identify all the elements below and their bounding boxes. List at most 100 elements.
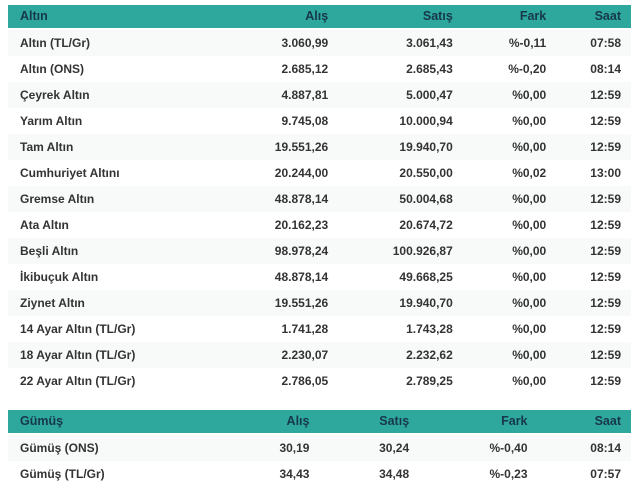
silver-price-table: Gümüş Alış Satış Fark Saat Gümüş (ONS) 30…: [8, 410, 631, 487]
saat-value-cell: 12:59: [590, 218, 621, 232]
instrument-name-cell: Ata Altın: [20, 218, 69, 232]
price-row: Ziynet Altın 19.551,26 19.940,70 %0,00 12:59: [8, 290, 631, 316]
price-row: Yarım Altın 9.745,08 10.000,94 %0,00 12:59: [8, 108, 631, 134]
saat-value-cell: 13:00: [590, 166, 621, 180]
satis-value-cell: 100.926,87: [392, 244, 453, 258]
saat-value-cell: 12:59: [590, 322, 621, 336]
price-row: Gremse Altın 48.878,14 50.004,68 %0,00 12:59: [8, 186, 631, 212]
saat-value-cell: 12:59: [590, 192, 621, 206]
saat-value-cell: 12:59: [590, 244, 621, 258]
column-header-alis: Alış: [194, 410, 320, 435]
saat-value-cell: 12:59: [590, 348, 621, 362]
fark-value-cell: %0,00: [512, 140, 547, 154]
gold-table-body: Altın (TL/Gr) 3.060,99 3.061,43 %-0,11 07:58…: [8, 29, 631, 394]
fark-value-cell: %0,00: [512, 296, 547, 310]
instrument-name-cell: Gümüş (ONS): [20, 441, 99, 455]
fark-value-cell: %0,00: [512, 270, 547, 284]
gold-price-table: Altın Alış Satış Fark Saat Altın (TL/Gr)…: [8, 5, 631, 394]
satis-value-cell: 2.232,62: [406, 348, 453, 362]
instrument-name-cell: Tam Altın: [20, 140, 74, 154]
fark-value-cell: %0,00: [512, 192, 547, 206]
alis-value-cell: 48.878,14: [274, 192, 329, 206]
fark-value-cell: %-0,40: [489, 441, 528, 455]
column-header-fark: Fark: [462, 5, 557, 30]
price-row: Beşli Altın 98.978,24 100.926,87 %0,00 12:59: [8, 238, 631, 264]
satis-value-cell: 49.668,25: [399, 270, 453, 284]
price-row: Altın (TL/Gr) 3.060,99 3.061,43 %-0,11 07:58: [8, 29, 631, 56]
saat-value-cell: 08:14: [590, 62, 621, 76]
instrument-name-cell: Cumhuriyet Altını: [20, 166, 120, 180]
instrument-name-cell: Ziynet Altın: [20, 296, 85, 310]
price-row: Gümüş (TL/Gr) 34,43 34,48 %-0,23 07:57: [8, 461, 631, 487]
alis-value-cell: 2.786,05: [281, 374, 329, 388]
column-header-altin: Altın: [8, 5, 258, 30]
satis-value-cell: 2.789,25: [406, 374, 453, 388]
column-header-saat: Saat: [556, 5, 631, 30]
price-row: Ata Altın 20.162,23 20.674,72 %0,00 12:59: [8, 212, 631, 238]
price-row: Altın (ONS) 2.685,12 2.685,43 %-0,20 08:14: [8, 56, 631, 82]
column-header-alis: Alış: [257, 5, 339, 30]
fark-value-cell: %0,00: [512, 348, 547, 362]
saat-value-cell: 12:59: [590, 270, 621, 284]
silver-table-header-row: Gümüş Alış Satış Fark Saat: [8, 410, 631, 435]
alis-value-cell: 98.978,24: [274, 244, 329, 258]
instrument-name-cell: Yarım Altın: [20, 114, 83, 128]
saat-value-cell: 12:59: [590, 374, 621, 388]
saat-value-cell: 12:59: [590, 140, 621, 154]
alis-value-cell: 48.878,14: [274, 270, 329, 284]
saat-value-cell: 07:57: [590, 467, 621, 481]
instrument-name-cell: Altın (TL/Gr): [20, 36, 90, 50]
satis-value-cell: 30,24: [379, 441, 410, 455]
satis-value-cell: 34,48: [379, 467, 410, 481]
price-row: Gümüş (ONS) 30,19 30,24 %-0,40 08:14: [8, 434, 631, 461]
saat-value-cell: 07:58: [590, 36, 621, 50]
instrument-name-cell: Altın (ONS): [20, 62, 84, 76]
fark-value-cell: %0,00: [512, 322, 547, 336]
instrument-name-cell: İkibuçuk Altın: [20, 270, 99, 284]
satis-value-cell: 10.000,94: [399, 114, 453, 128]
instrument-name-cell: Çeyrek Altın: [20, 88, 90, 102]
gold-table-header-row: Altın Alış Satış Fark Saat: [8, 5, 631, 30]
price-row: 22 Ayar Altın (TL/Gr) 2.786,05 2.789,25 %0,…: [8, 368, 631, 394]
satis-value-cell: 2.685,43: [406, 62, 453, 76]
column-header-saat: Saat: [537, 410, 631, 435]
alis-value-cell: 1.741,28: [281, 322, 329, 336]
instrument-name-cell: Gremse Altın: [20, 192, 95, 206]
satis-value-cell: 50.004,68: [399, 192, 453, 206]
alis-value-cell: 4.887,81: [281, 88, 329, 102]
satis-value-cell: 3.061,43: [406, 36, 453, 50]
satis-value-cell: 20.550,00: [399, 166, 453, 180]
fark-value-cell: %-0,23: [489, 467, 528, 481]
instrument-name-cell: 18 Ayar Altın (TL/Gr): [20, 348, 136, 362]
fark-value-cell: %0,00: [512, 114, 547, 128]
satis-value-cell: 19.940,70: [399, 140, 453, 154]
fark-value-cell: %0,00: [512, 218, 547, 232]
price-row: Cumhuriyet Altını 20.244,00 20.550,00 %0,02…: [8, 160, 631, 186]
satis-value-cell: 20.674,72: [399, 218, 453, 232]
price-row: Tam Altın 19.551,26 19.940,70 %0,00 12:59: [8, 134, 631, 160]
alis-value-cell: 20.162,23: [274, 218, 329, 232]
silver-table-body: Gümüş (ONS) 30,19 30,24 %-0,40 08:14 Gümüş (T…: [8, 434, 631, 487]
satis-value-cell: 5.000,47: [406, 88, 453, 102]
saat-value-cell: 08:14: [590, 441, 621, 455]
fark-value-cell: %0,00: [512, 88, 547, 102]
price-row: Çeyrek Altın 4.887,81 5.000,47 %0,00 12:59: [8, 82, 631, 108]
price-row: 18 Ayar Altın (TL/Gr) 2.230,07 2.232,62 %0,…: [8, 342, 631, 368]
fark-value-cell: %0,00: [512, 374, 547, 388]
column-header-satis: Satış: [338, 5, 463, 30]
saat-value-cell: 12:59: [590, 114, 621, 128]
alis-value-cell: 19.551,26: [274, 140, 329, 154]
instrument-name-cell: 14 Ayar Altın (TL/Gr): [20, 322, 136, 336]
alis-value-cell: 20.244,00: [274, 166, 329, 180]
alis-value-cell: 9.745,08: [281, 114, 329, 128]
satis-value-cell: 19.940,70: [399, 296, 453, 310]
alis-value-cell: 3.060,99: [281, 36, 329, 50]
saat-value-cell: 12:59: [590, 88, 621, 102]
column-header-satis: Satış: [319, 410, 420, 435]
instrument-name-cell: Gümüş (TL/Gr): [20, 467, 105, 481]
alis-value-cell: 19.551,26: [274, 296, 329, 310]
instrument-name-cell: Beşli Altın: [20, 244, 79, 258]
price-row: 14 Ayar Altın (TL/Gr) 1.741,28 1.743,28 %0,…: [8, 316, 631, 342]
alis-value-cell: 34,43: [279, 467, 310, 481]
alis-value-cell: 30,19: [279, 441, 310, 455]
